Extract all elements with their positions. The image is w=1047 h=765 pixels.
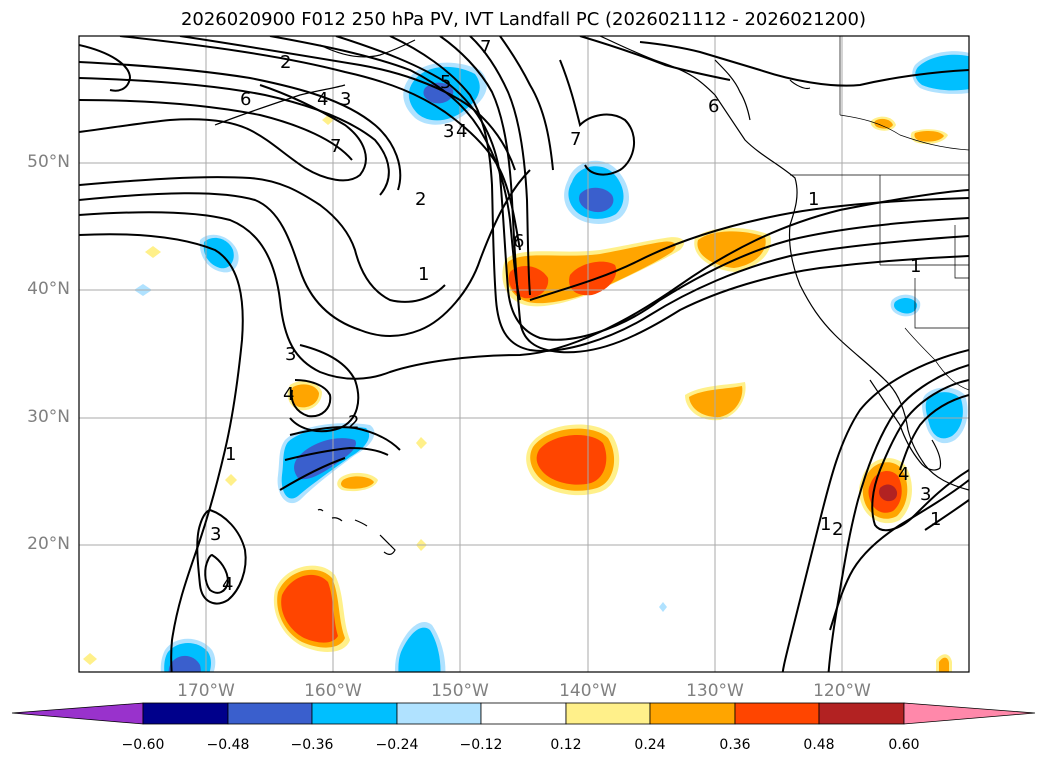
lat-label-40: 40°N xyxy=(27,279,70,299)
svg-text:2: 2 xyxy=(348,412,359,433)
colorbar-segment xyxy=(396,702,482,725)
svg-text:3: 3 xyxy=(920,484,931,505)
svg-text:1: 1 xyxy=(930,509,941,530)
svg-text:1: 1 xyxy=(808,189,819,210)
svg-text:2: 2 xyxy=(415,189,426,210)
svg-text:1: 1 xyxy=(225,444,236,465)
colorbar-segment xyxy=(565,702,651,725)
svg-text:4: 4 xyxy=(456,121,467,142)
svg-text:5: 5 xyxy=(440,72,451,93)
svg-text:3: 3 xyxy=(285,344,296,365)
negative-anomaly-bottom-center xyxy=(394,622,446,672)
colorbar-tick-label: 0.24 xyxy=(634,737,666,753)
shading-layer xyxy=(83,51,969,672)
svg-text:1: 1 xyxy=(418,264,429,285)
colorbar-tick-label: −0.48 xyxy=(206,737,250,753)
negative-anomaly-bottom-left xyxy=(160,638,216,672)
colorbar-segment xyxy=(649,702,736,725)
borders xyxy=(790,36,969,391)
colorbar-segment xyxy=(142,702,229,725)
colorbar-extend-low xyxy=(11,702,144,725)
svg-text:4: 4 xyxy=(222,574,233,595)
lon-label-150w: 150°W xyxy=(431,681,489,701)
colorbar-tick-label: −0.60 xyxy=(121,737,165,753)
lat-label-20: 20°N xyxy=(27,534,70,554)
lon-label-120w: 120°W xyxy=(813,681,871,701)
svg-text:4: 4 xyxy=(317,89,328,110)
colorbar-tick-label: −0.24 xyxy=(375,737,419,753)
svg-text:1: 1 xyxy=(910,256,921,277)
colorbar xyxy=(11,702,1036,725)
positive-anomaly-central-pacific xyxy=(526,424,620,496)
svg-text:4: 4 xyxy=(898,464,909,485)
colorbar-tick-label: −0.36 xyxy=(290,737,334,753)
pv-contours xyxy=(79,36,969,672)
svg-text:7: 7 xyxy=(570,129,581,150)
colorbar-segment xyxy=(311,702,398,725)
map-title: 2026020900 F012 250 hPa PV, IVT Landfall… xyxy=(180,9,867,30)
svg-text:3: 3 xyxy=(210,524,221,545)
svg-text:3: 3 xyxy=(443,121,454,142)
colorbar-tick-label: 0.36 xyxy=(719,737,751,753)
colorbar-tick-label: −0.12 xyxy=(459,737,503,753)
lon-label-160w: 160°W xyxy=(304,681,362,701)
colorbar-segment xyxy=(227,702,313,725)
lat-label-30: 30°N xyxy=(27,407,70,427)
svg-text:3: 3 xyxy=(340,89,351,110)
colorbar-segment xyxy=(734,702,820,725)
colorbar-tick-label: 0.60 xyxy=(888,737,920,753)
colorbar-segment xyxy=(818,702,905,725)
lon-label-130w: 130°W xyxy=(686,681,744,701)
svg-text:2: 2 xyxy=(832,519,843,540)
colorbar-extend-high xyxy=(903,702,1036,725)
colorbar-tick-label: 0.12 xyxy=(550,737,582,753)
positive-anomaly-hawaii-south xyxy=(273,565,350,652)
colorbar-segment xyxy=(480,702,567,725)
lon-label-140w: 140°W xyxy=(559,681,617,701)
svg-text:7: 7 xyxy=(480,37,491,58)
positive-anomaly-small xyxy=(83,115,952,672)
svg-text:7: 7 xyxy=(330,136,341,157)
negative-anomaly-baja xyxy=(922,387,968,444)
colorbar-tick-label: 0.48 xyxy=(803,737,835,753)
svg-text:4: 4 xyxy=(283,384,294,405)
lat-label-50: 50°N xyxy=(27,152,70,172)
svg-text:2: 2 xyxy=(280,52,291,73)
negative-anomaly-hawaii-north xyxy=(277,423,375,504)
negative-anomaly-small xyxy=(134,284,921,612)
svg-text:1: 1 xyxy=(820,514,831,535)
contour-labels: 2 6 4 3 7 5 3 4 7 2 1 6 7 1 1 3 4 2 1 3 … xyxy=(210,37,941,595)
lon-label-170w: 170°W xyxy=(177,681,235,701)
svg-text:6: 6 xyxy=(240,89,251,110)
map-frame xyxy=(78,35,970,673)
svg-text:6: 6 xyxy=(708,96,719,117)
svg-text:6: 6 xyxy=(513,231,524,252)
